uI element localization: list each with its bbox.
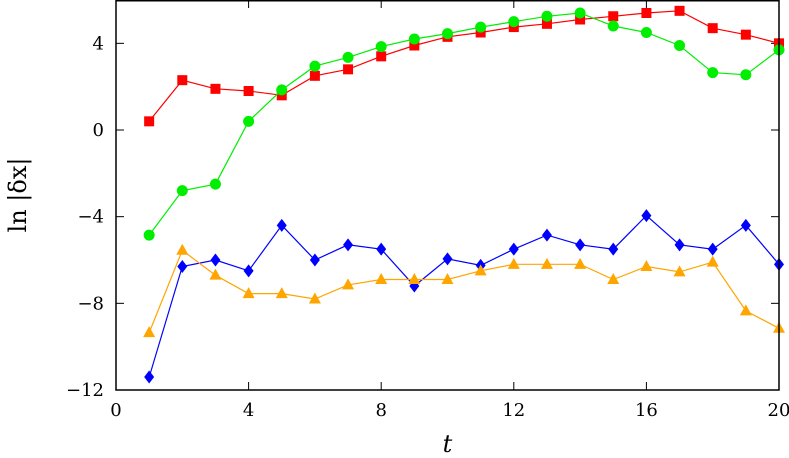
- data-point: [607, 20, 619, 32]
- data-point: [309, 253, 320, 267]
- data-point: [640, 27, 652, 38]
- data-point: [608, 242, 619, 256]
- data-point: [376, 51, 387, 62]
- data-point: [343, 64, 354, 75]
- data-point: [706, 255, 719, 267]
- data-point: [707, 67, 719, 79]
- y-tick-label: 4: [93, 33, 104, 54]
- data-point: [177, 260, 188, 273]
- y-tick-label: −8: [77, 293, 104, 314]
- data-point: [177, 75, 188, 86]
- x-axis-label: t: [443, 430, 453, 458]
- data-point: [740, 218, 751, 232]
- data-point: [673, 265, 686, 277]
- plot-series: [143, 5, 785, 384]
- data-point: [508, 16, 520, 28]
- data-point: [608, 11, 619, 22]
- data-point: [575, 14, 586, 25]
- data-point: [674, 40, 686, 51]
- data-point: [740, 29, 751, 40]
- data-point: [375, 273, 388, 284]
- data-point: [475, 21, 487, 33]
- y-tick-label: 0: [93, 120, 104, 141]
- x-tick-label: 20: [768, 400, 789, 421]
- data-point: [242, 287, 255, 299]
- data-point: [144, 116, 155, 127]
- data-point: [143, 229, 155, 241]
- series-diamond: [144, 209, 784, 384]
- data-point: [408, 273, 421, 284]
- data-point: [507, 257, 520, 269]
- data-point: [309, 70, 320, 81]
- y-tick-label: −12: [66, 380, 104, 401]
- data-point: [707, 242, 718, 256]
- y-tick-label: −4: [77, 207, 104, 228]
- data-point: [409, 40, 420, 51]
- tick-labels: 0 4 8 12 16 20 −12 −8 −4 0 4: [66, 33, 789, 421]
- data-point: [740, 69, 752, 81]
- data-point: [641, 8, 652, 18]
- data-point: [243, 115, 255, 127]
- data-point: [210, 253, 221, 267]
- data-point: [607, 273, 620, 284]
- data-point: [674, 5, 685, 16]
- axis-ticks: [115, 0, 780, 391]
- data-point: [343, 238, 354, 252]
- data-point: [176, 185, 188, 197]
- series-line: [148, 214, 780, 378]
- data-point: [442, 252, 453, 266]
- x-tick-label: 12: [502, 400, 525, 421]
- data-point: [541, 228, 552, 242]
- data-point: [508, 242, 519, 256]
- data-point: [209, 268, 222, 280]
- data-point: [376, 242, 387, 256]
- x-tick-label: 4: [243, 400, 254, 421]
- x-tick-label: 0: [110, 400, 121, 421]
- data-point: [210, 83, 221, 94]
- data-point: [243, 264, 254, 278]
- data-point: [442, 28, 453, 40]
- x-tick-label: 16: [635, 400, 658, 421]
- y-axis-label: ln |δx|: [4, 158, 33, 233]
- data-point: [640, 260, 653, 271]
- data-point: [541, 10, 553, 22]
- data-point: [176, 243, 189, 255]
- data-point: [342, 278, 355, 290]
- data-point: [209, 178, 221, 190]
- data-point: [674, 238, 685, 252]
- data-point: [308, 292, 321, 304]
- data-point: [575, 238, 586, 252]
- series-line: [148, 12, 780, 236]
- data-point: [276, 218, 287, 232]
- series-line: [148, 10, 780, 122]
- data-point: [144, 370, 155, 384]
- data-point: [243, 86, 254, 96]
- data-point: [309, 60, 321, 72]
- data-point: [408, 33, 420, 45]
- x-tick-label: 8: [375, 400, 386, 421]
- data-point: [641, 209, 652, 223]
- data-point: [275, 287, 288, 299]
- data-point: [574, 257, 587, 269]
- data-point: [441, 273, 454, 284]
- plot-frame: [115, 0, 780, 391]
- series-line: [148, 249, 780, 333]
- data-point: [474, 264, 487, 276]
- series-triangle: [143, 243, 785, 338]
- data-point: [574, 7, 586, 19]
- data-point: [707, 23, 718, 34]
- data-point: [739, 304, 752, 316]
- data-point: [276, 84, 288, 96]
- data-point: [541, 18, 552, 29]
- data-point: [143, 326, 156, 338]
- data-point: [540, 257, 553, 269]
- series-circle: [143, 7, 785, 241]
- data-point: [342, 51, 354, 63]
- series-square: [144, 5, 784, 127]
- data-point: [375, 41, 387, 53]
